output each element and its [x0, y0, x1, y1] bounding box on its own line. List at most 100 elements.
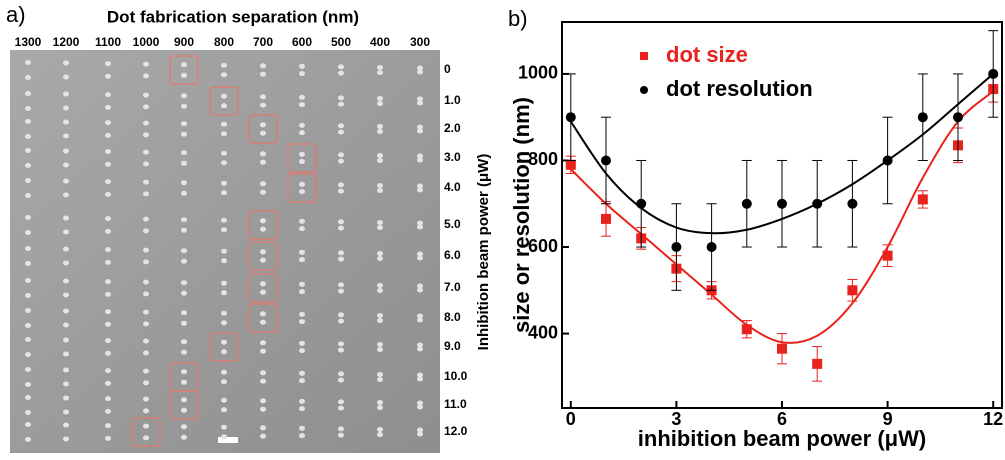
highlight-box — [287, 173, 317, 203]
highlight-box — [209, 86, 239, 116]
dot — [221, 150, 227, 156]
dot — [417, 400, 423, 406]
dot — [63, 367, 69, 373]
point — [988, 68, 999, 79]
point — [777, 343, 787, 354]
x-tick-label: 9 — [883, 409, 893, 429]
dot — [260, 370, 266, 376]
column-label: 1100 — [95, 35, 121, 49]
dot — [260, 311, 266, 317]
dot — [221, 227, 227, 233]
dot — [417, 157, 423, 163]
dot — [377, 123, 383, 129]
dot — [338, 288, 344, 294]
dot — [143, 396, 149, 402]
dot — [338, 377, 344, 383]
dot — [105, 309, 111, 315]
row-label: 0 — [444, 62, 451, 76]
dot — [63, 292, 69, 298]
dot — [63, 162, 69, 168]
dot — [338, 250, 344, 256]
dot — [105, 338, 111, 344]
dot — [143, 338, 149, 344]
dot — [25, 367, 31, 372]
dot — [143, 61, 149, 67]
point — [777, 198, 787, 209]
dot — [143, 149, 149, 155]
row-label: 2.0 — [444, 121, 461, 135]
dot — [143, 380, 149, 386]
dot — [105, 368, 111, 374]
dot — [260, 151, 266, 157]
dot — [63, 119, 69, 125]
dot — [181, 217, 187, 223]
dot — [143, 104, 149, 110]
dot — [377, 256, 383, 262]
dot — [105, 92, 111, 98]
dot — [221, 280, 227, 286]
dot — [338, 70, 344, 76]
dot — [105, 350, 111, 356]
point — [882, 155, 893, 166]
dot — [417, 100, 423, 106]
dot — [417, 287, 423, 293]
dot — [105, 396, 111, 402]
point — [706, 242, 717, 253]
legend-marker — [640, 52, 648, 60]
dot — [181, 93, 187, 99]
column-label: 600 — [292, 35, 312, 49]
point — [882, 250, 893, 261]
dot — [63, 395, 69, 401]
dot — [105, 291, 111, 297]
row-label: 1.0 — [444, 93, 461, 107]
dot — [105, 423, 111, 429]
dot — [63, 229, 69, 235]
dot — [25, 293, 31, 298]
dot — [299, 151, 305, 157]
row-label: 6.0 — [444, 248, 461, 262]
dot — [338, 182, 344, 188]
dot — [417, 404, 423, 410]
dot — [260, 289, 266, 295]
dot — [25, 352, 31, 357]
dot — [299, 433, 305, 439]
dot — [299, 348, 305, 354]
point — [601, 213, 611, 224]
point — [847, 198, 858, 209]
dot — [260, 130, 266, 136]
dot — [377, 158, 383, 164]
dot — [221, 72, 227, 78]
dot — [377, 405, 383, 411]
panel-label: b) — [508, 6, 528, 31]
dot — [105, 279, 111, 285]
scale-bar — [218, 437, 238, 443]
dot — [260, 433, 266, 439]
dot — [181, 397, 187, 403]
dot — [299, 398, 305, 404]
dot — [417, 220, 423, 226]
panel-title: Dot fabrication separation (nm) — [107, 7, 359, 26]
dot — [25, 422, 31, 427]
dot — [181, 72, 187, 78]
x-tick-label: 0 — [566, 409, 576, 429]
dot — [143, 423, 149, 429]
dot — [63, 322, 69, 328]
dot — [299, 370, 305, 376]
dot — [181, 424, 187, 430]
dot — [299, 281, 305, 287]
dot — [143, 259, 149, 265]
dot — [63, 422, 69, 428]
dot — [221, 339, 227, 345]
dot — [417, 187, 423, 193]
dot — [260, 71, 266, 77]
legend-label: dot size — [666, 42, 748, 67]
dot — [260, 406, 266, 412]
dot — [25, 337, 31, 342]
dot — [377, 318, 383, 324]
row-axis-label: Inhibition beam power (μW) — [475, 154, 492, 351]
dot — [260, 257, 266, 263]
row-label: 12.0 — [444, 424, 468, 438]
dot — [221, 217, 227, 223]
dot — [338, 123, 344, 129]
